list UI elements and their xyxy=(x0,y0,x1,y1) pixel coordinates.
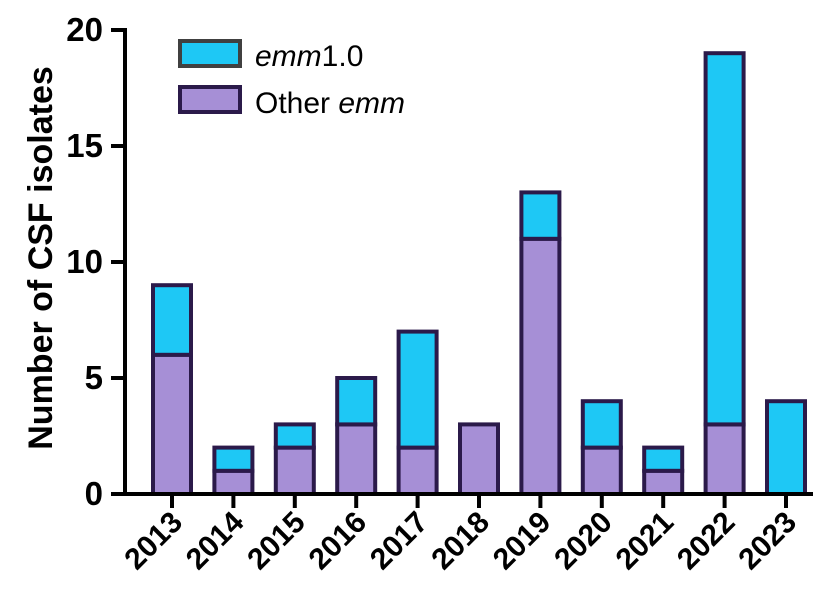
bar-2018-other-emm xyxy=(458,422,500,496)
x-tick-label-2014: 2014 xyxy=(180,505,251,576)
bar-2022-emm1 xyxy=(703,51,746,427)
y-axis-label: Number of CSF isolates xyxy=(22,66,60,450)
bar-2022-other-emm xyxy=(703,422,746,496)
y-tick-label-5: 5 xyxy=(85,359,103,396)
legend: emm1.0 Other emm xyxy=(178,39,405,120)
bar-2019-emm1 xyxy=(519,190,562,241)
bar-2015-other-emm xyxy=(273,445,316,497)
legend-label-other-emm: Other emm xyxy=(255,87,405,120)
bar-2021-emm1 xyxy=(642,445,685,473)
x-tick-label-2018: 2018 xyxy=(425,506,496,577)
bar-2015-emm1 xyxy=(273,422,316,450)
bar-2014-other-emm xyxy=(212,468,255,496)
bar-2021-other-emm xyxy=(642,468,685,496)
bar-2017-emm1 xyxy=(396,329,439,450)
bar-2013-emm1 xyxy=(151,283,193,357)
bar-2023-emm1 xyxy=(765,399,807,497)
legend-item-other-emm: Other emm xyxy=(178,85,405,120)
x-tick-label-2015: 2015 xyxy=(241,506,312,577)
legend-label-emm1: emm1.0 xyxy=(255,40,363,73)
bar-2013-other-emm xyxy=(151,352,193,496)
bar-2014-emm1 xyxy=(212,445,255,473)
bar-2016-other-emm xyxy=(335,422,378,496)
legend-swatch-emm1 xyxy=(178,39,242,68)
y-tick-label-0: 0 xyxy=(85,475,103,512)
bar-2017-other-emm xyxy=(396,445,439,497)
y-tick-label-10: 10 xyxy=(66,243,103,280)
x-tick-label-2020: 2020 xyxy=(548,506,619,577)
x-tick-label-2022: 2022 xyxy=(671,506,742,577)
bar-2016-emm1 xyxy=(335,376,378,427)
legend-swatch-other-emm xyxy=(178,85,242,114)
x-tick-label-2016: 2016 xyxy=(303,506,374,577)
x-tick-label-2023: 2023 xyxy=(732,506,803,577)
bar-2020-other-emm xyxy=(580,445,623,497)
x-tick-label-2017: 2017 xyxy=(364,506,435,577)
x-tick-label-2021: 2021 xyxy=(610,506,681,577)
y-tick-label-20: 20 xyxy=(66,11,103,48)
x-tick-label-2019: 2019 xyxy=(487,506,558,577)
bar-2020-emm1 xyxy=(580,399,623,450)
legend-item-emm1: emm1.0 xyxy=(178,39,363,73)
x-tick-label-2013: 2013 xyxy=(118,506,189,577)
bar-2019-other-emm xyxy=(519,236,562,496)
y-tick-label-15: 15 xyxy=(66,127,103,164)
